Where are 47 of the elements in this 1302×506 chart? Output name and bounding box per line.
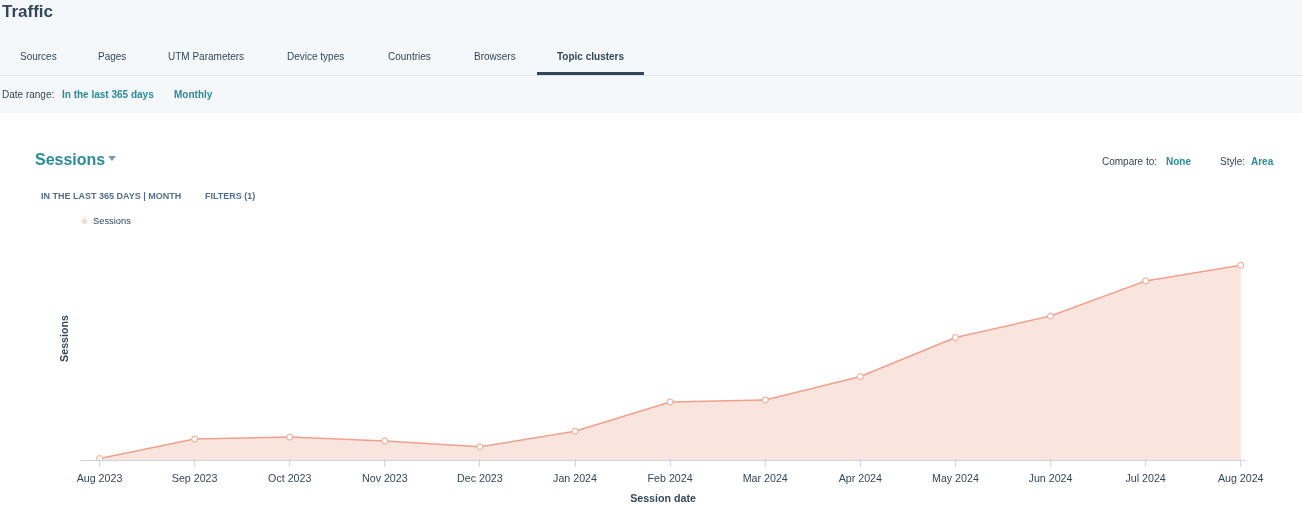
text: Compare to:	[1102, 155, 1158, 169]
x-tick-label: Jan 2024	[553, 471, 598, 484]
x-tick-label: Feb 2024	[647, 471, 693, 484]
text: None	[1166, 155, 1191, 169]
text: Date range:	[2, 88, 55, 102]
legend-label: Sessions	[93, 216, 131, 226]
point	[856, 373, 864, 381]
x-tick-label: Oct 2023	[268, 471, 312, 484]
point	[191, 435, 199, 443]
text: Monthly	[174, 88, 213, 102]
text: Style:	[1220, 155, 1246, 169]
x-tick-label: Jun 2024	[1028, 471, 1073, 484]
text: Topic clusters	[557, 50, 625, 64]
point	[381, 437, 389, 445]
point	[1142, 277, 1150, 285]
point	[666, 398, 674, 406]
chart-title: Sessions	[35, 150, 106, 170]
point	[951, 334, 959, 342]
x-axis-title: Session date	[630, 491, 696, 504]
text: Pages	[98, 50, 127, 64]
point	[1047, 312, 1055, 320]
x-tick-label: Mar 2024	[742, 471, 788, 484]
point	[1237, 261, 1245, 269]
x-tick-label: Aug 2024	[1217, 471, 1264, 484]
x-tick-label: Apr 2024	[838, 471, 883, 484]
text: IN THE LAST 365 DAYS | MONTH	[41, 190, 182, 203]
point	[476, 443, 484, 451]
x-tick-label: Nov 2023	[362, 471, 408, 484]
text: Countries	[388, 50, 431, 64]
x-tick-label: Dec 2023	[457, 471, 503, 484]
x-tick-label: May 2024	[932, 471, 979, 484]
text: Traffic	[2, 1, 54, 23]
x-tick-label: Sep 2023	[171, 471, 218, 484]
y-axis-title: Sessions	[57, 315, 70, 362]
point	[761, 396, 769, 404]
text: Browsers	[474, 50, 516, 64]
text: Area	[1251, 155, 1274, 169]
x-tick-label: Aug 2023	[76, 471, 123, 484]
text: Device types	[287, 50, 345, 64]
point	[96, 455, 104, 461]
text: In the last 365 days	[62, 88, 154, 102]
point	[286, 433, 294, 441]
text: FILTERS (1)	[205, 190, 256, 203]
x-tick-label: Jul 2024	[1125, 471, 1166, 484]
text: Sources	[20, 50, 57, 64]
text: UTM Parameters	[168, 50, 245, 64]
point	[571, 427, 579, 435]
